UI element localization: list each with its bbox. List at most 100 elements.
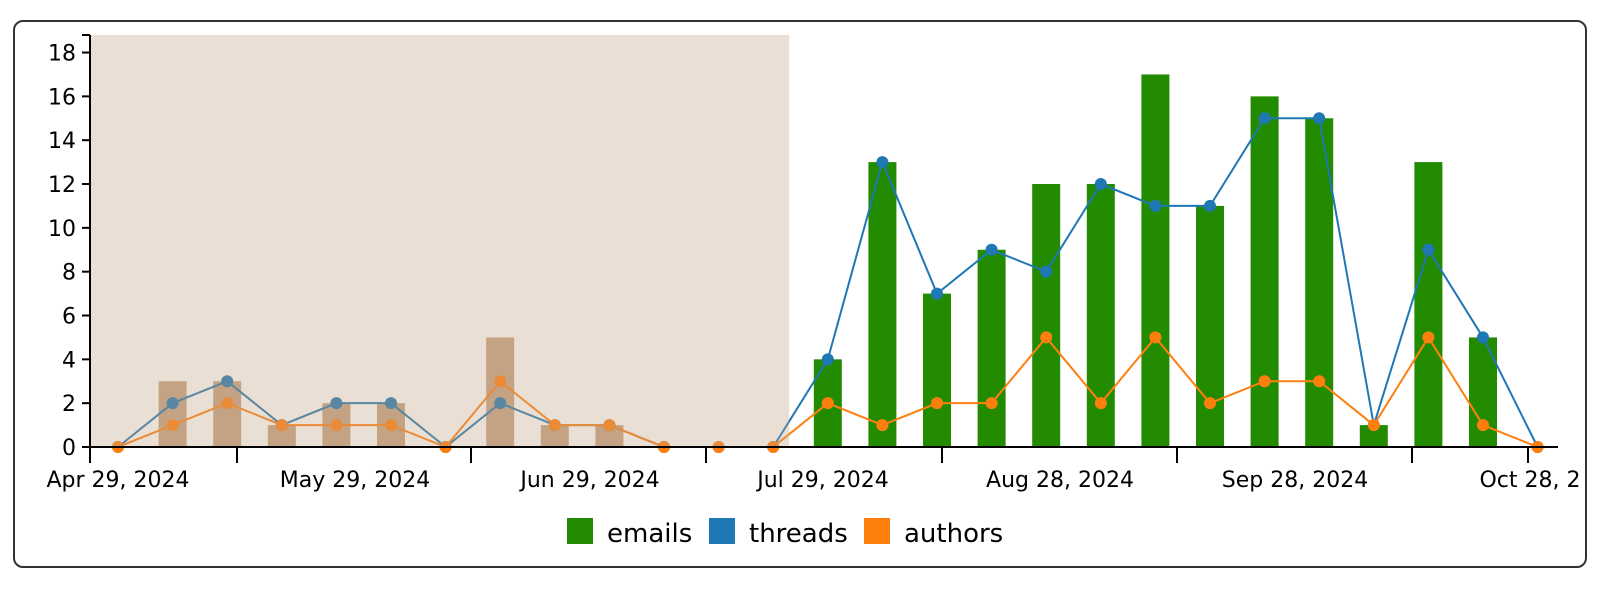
bar-emails-faded-4	[322, 403, 350, 447]
bar-emails-8	[540, 425, 569, 447]
point-threads-22	[1313, 112, 1326, 125]
bar-emails-faded-2	[213, 381, 241, 447]
y-tick-18: 18	[48, 42, 90, 67]
point-authors-1	[166, 419, 179, 432]
point-threads-21	[1258, 112, 1271, 125]
point-threads-14	[876, 156, 889, 169]
x-tick-label-6: Oct 28, 2	[1479, 468, 1580, 493]
bar-emails-21	[1250, 96, 1279, 448]
bar-emails-9	[595, 425, 624, 447]
point-authors-2	[221, 397, 234, 410]
bar-emails-17	[1032, 184, 1061, 447]
point-threads-7	[494, 397, 507, 410]
svg-text:Aug 28, 2024: Aug 28, 2024	[986, 468, 1134, 493]
lines-layer	[91, 35, 1544, 453]
bar-emails-3	[267, 425, 296, 447]
point-authors-22	[1313, 375, 1326, 388]
svg-text:May 29, 2024: May 29, 2024	[280, 468, 430, 493]
bar-emails-23	[1359, 425, 1388, 447]
point-threads-18	[1094, 178, 1107, 191]
point-authors-21	[1258, 375, 1271, 388]
y-tick-label: 10	[48, 217, 76, 242]
y-tick-label: 18	[48, 42, 76, 67]
faded-region-overlay	[91, 35, 790, 447]
y-tick-4: 4	[62, 348, 90, 373]
x-tick-label-3: Jul 29, 2024	[755, 468, 889, 493]
svg-text:emails: emails	[607, 519, 692, 549]
point-authors-23	[1367, 419, 1380, 432]
legend-item-emails: emails	[567, 518, 692, 549]
bar-emails-14	[868, 162, 897, 447]
point-threads-13	[821, 353, 834, 366]
y-tick-16: 16	[48, 85, 90, 110]
point-threads-16	[985, 243, 998, 256]
x-tick-label-0: Apr 29, 2024	[46, 468, 189, 493]
x-tick-label-5: Sep 28, 2024	[1222, 468, 1368, 493]
x-tick-label-2: Jun 29, 2024	[518, 468, 659, 493]
bar-emails-1	[158, 381, 187, 447]
point-threads-1	[166, 397, 179, 410]
y-tick-label: 14	[48, 129, 76, 154]
point-authors-24	[1422, 331, 1435, 344]
y-tick-label: 6	[62, 305, 76, 330]
y-tick-label: 4	[62, 348, 76, 373]
x-axis: Apr 29, 2024 May 29, 2024 Jun 29, 2024 Jul …	[46, 446, 1581, 493]
point-authors-8	[548, 419, 561, 432]
point-threads-25	[1477, 331, 1489, 344]
point-threads-5	[385, 397, 397, 410]
bar-emails-faded-7	[486, 337, 514, 447]
bar-emails-faded-8	[541, 425, 569, 447]
bar-emails-20	[1196, 205, 1224, 447]
point-authors-17	[1040, 331, 1053, 344]
bar-emails-16	[977, 249, 1006, 447]
svg-text:Jun 29, 2024: Jun 29, 2024	[518, 468, 659, 493]
y-tick-label: 2	[62, 392, 76, 417]
bar-emails-24	[1414, 162, 1443, 447]
y-tick-label: 8	[62, 261, 76, 286]
bar-emails-22	[1305, 118, 1334, 447]
point-authors-9	[603, 419, 616, 432]
svg-text:threads: threads	[749, 519, 848, 549]
y-tick-0: 0	[62, 436, 90, 461]
y-tick-8: 8	[62, 261, 90, 286]
bar-emails-faded-1	[159, 381, 187, 447]
svg-text:Apr 29, 2024: Apr 29, 2024	[46, 468, 189, 493]
y-tick-10: 10	[48, 217, 90, 242]
x-tick-label-1: May 29, 2024	[280, 468, 430, 493]
y-tick-label: 16	[48, 85, 76, 110]
point-threads-24	[1422, 243, 1435, 256]
y-tick-label: 0	[62, 436, 76, 461]
legend-item-authors: authors	[864, 518, 1003, 549]
point-authors-20	[1204, 397, 1216, 410]
point-authors-19	[1149, 331, 1162, 344]
point-threads-17	[1040, 265, 1053, 278]
bar-emails-2	[213, 381, 242, 447]
point-authors-5	[385, 419, 397, 432]
y-tick-label: 12	[48, 173, 76, 198]
svg-text:Sep 28, 2024: Sep 28, 2024	[1222, 468, 1368, 493]
y-tick-12: 12	[48, 173, 90, 198]
legend: emails threads authors	[567, 518, 1003, 549]
point-authors-14	[876, 419, 889, 432]
bar-emails-15	[923, 293, 951, 447]
point-authors-4	[330, 419, 343, 432]
bar-emails-faded-9	[595, 425, 623, 447]
svg-text:authors: authors	[904, 519, 1003, 549]
y-tick-2: 2	[62, 392, 90, 417]
point-threads-4	[330, 397, 343, 410]
svg-text:Jul 29, 2024: Jul 29, 2024	[755, 468, 889, 493]
point-threads-2	[221, 375, 234, 388]
point-threads-19	[1149, 199, 1162, 212]
point-authors-18	[1094, 397, 1107, 410]
y-tick-6: 6	[62, 305, 90, 330]
point-authors-25	[1477, 419, 1489, 432]
svg-text:Oct 28, 2: Oct 28, 2	[1479, 468, 1580, 493]
point-authors-13	[821, 397, 834, 410]
point-authors-16	[985, 397, 998, 410]
point-authors-7	[494, 375, 507, 388]
bar-emails-19	[1141, 74, 1170, 447]
y-tick-14: 14	[48, 129, 90, 154]
bar-emails-faded-3	[268, 425, 296, 447]
legend-item-threads: threads	[709, 518, 848, 549]
